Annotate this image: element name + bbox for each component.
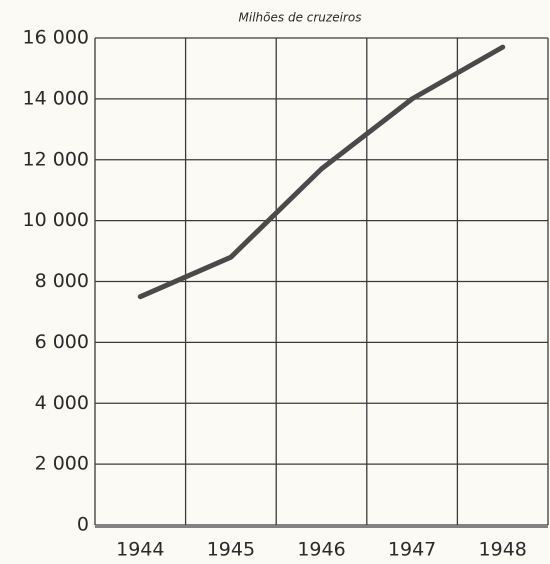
chart-title: Milhões de cruzeiros xyxy=(239,11,362,25)
y-tick-label: 10 000 xyxy=(23,209,89,231)
x-tick-label: 1947 xyxy=(388,539,436,561)
x-tick-label: 1946 xyxy=(297,539,345,561)
y-tick-label: 0 xyxy=(77,514,89,536)
x-tick-label: 1948 xyxy=(479,539,527,561)
data-line xyxy=(137,44,506,300)
y-tick-label: 14 000 xyxy=(23,87,89,109)
y-tick-label: 6 000 xyxy=(35,331,89,353)
y-tick-label: 2 000 xyxy=(35,453,89,475)
y-tick-label: 16 000 xyxy=(23,27,89,49)
x-tick-label: 1944 xyxy=(116,539,164,561)
x-tick-label: 1945 xyxy=(207,539,255,561)
y-tick-label: 12 000 xyxy=(23,148,89,170)
y-tick-label: 8 000 xyxy=(35,270,89,292)
y-tick-label: 4 000 xyxy=(35,392,89,414)
